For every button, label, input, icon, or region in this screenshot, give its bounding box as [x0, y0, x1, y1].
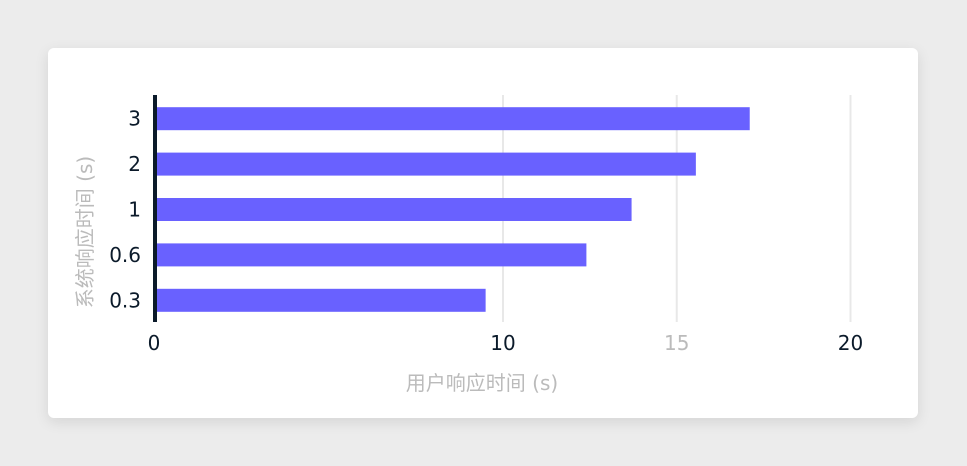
- y-tick-label: 0.6: [109, 243, 141, 267]
- x-axis-title: 用户响应时间 (s): [406, 371, 558, 395]
- x-tick-label: 15: [664, 331, 689, 355]
- y-tick-label: 3: [128, 107, 141, 131]
- y-tick-labels: 0.3 0.6 1 2 3: [109, 107, 141, 313]
- x-tick-label: 10: [490, 331, 515, 355]
- y-tick-label: 2: [128, 152, 141, 176]
- bar: [157, 198, 632, 221]
- y-tick-label: 0.3: [109, 288, 141, 312]
- bars: [157, 107, 750, 312]
- y-axis-title: 系统响应时间 (s): [73, 156, 97, 308]
- bar: [157, 152, 696, 176]
- y-tick-label: 1: [128, 198, 141, 222]
- x-tick-label: 20: [838, 331, 863, 355]
- x-tick-labels: 0 10 15 20: [148, 331, 864, 355]
- bar: [157, 243, 587, 267]
- bar: [157, 107, 750, 131]
- y-axis-line: [153, 95, 157, 322]
- x-tick-label: 0: [148, 331, 161, 355]
- bar: [157, 288, 486, 312]
